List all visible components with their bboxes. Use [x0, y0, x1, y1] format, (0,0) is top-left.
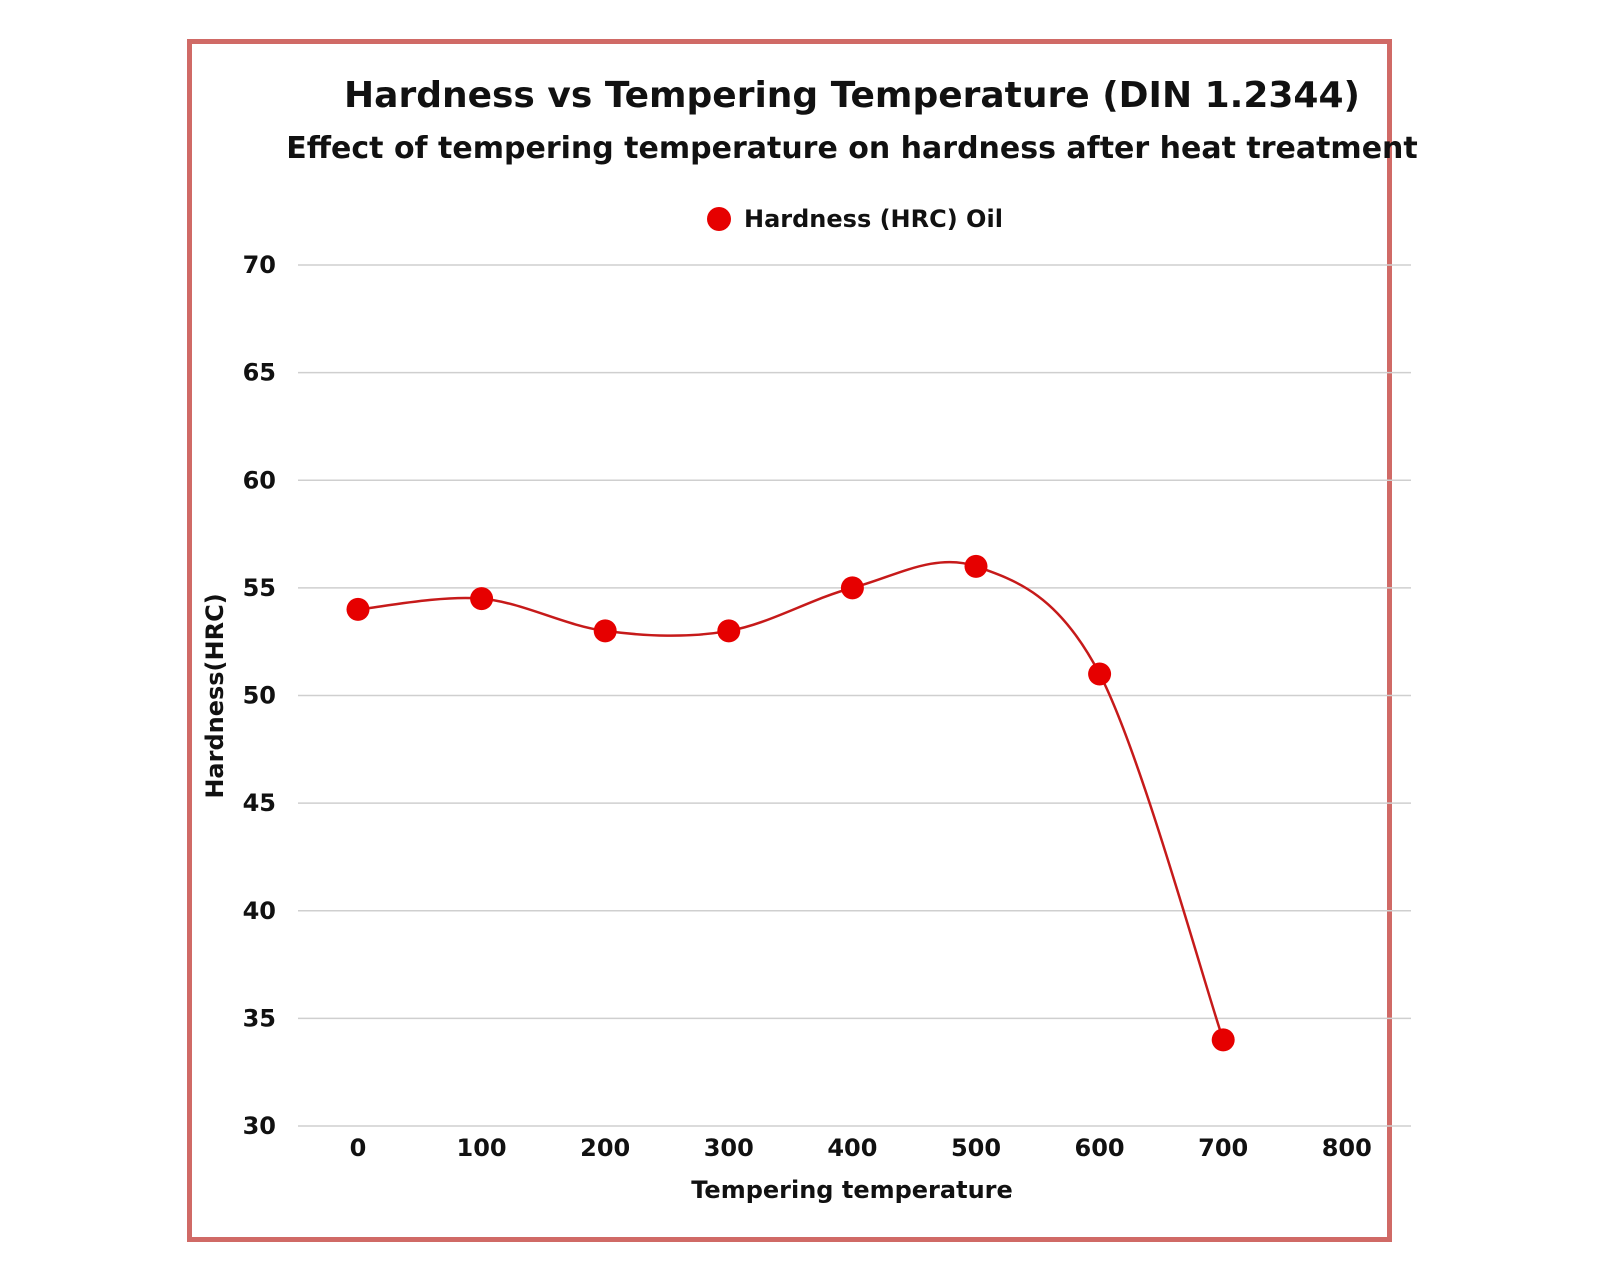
x-tick-label: 100: [457, 1134, 507, 1162]
data-point-0: [346, 597, 370, 621]
y-tick-label: 40: [243, 897, 276, 925]
x-axis-title: Tempering temperature: [691, 1176, 1013, 1204]
y-tick-label: 65: [243, 359, 276, 387]
y-tick-label: 60: [243, 466, 276, 494]
x-tick-label: 600: [1075, 1134, 1125, 1162]
data-point-100: [470, 587, 494, 611]
legend-marker: [707, 207, 731, 231]
gridlines: [298, 264, 1411, 1127]
chart-frame: [187, 39, 1392, 1242]
y-tick-label: 35: [243, 1004, 276, 1032]
legend: Hardness (HRC) Oil: [707, 205, 1003, 233]
y-axis-ticks: 30 35 40 45 50 55 60 65 70: [243, 251, 276, 1140]
y-tick-label: 50: [243, 682, 276, 710]
legend-label: Hardness (HRC) Oil: [744, 205, 1003, 233]
data-point-400: [840, 576, 864, 600]
y-tick-label: 70: [243, 251, 276, 279]
y-tick-label: 45: [243, 789, 276, 817]
x-tick-label: 700: [1198, 1134, 1248, 1162]
y-tick-label: 30: [243, 1112, 276, 1140]
data-point-200: [593, 619, 617, 643]
x-tick-label: 300: [704, 1134, 754, 1162]
x-tick-label: 800: [1322, 1134, 1372, 1162]
data-points: [346, 554, 1235, 1052]
x-axis-ticks: 0 100 200 300 400 500 600 700 800: [350, 1134, 1372, 1162]
data-point-600: [1088, 662, 1112, 686]
data-point-500: [964, 554, 988, 578]
data-point-300: [717, 619, 741, 643]
y-axis-title: Hardness(HRC): [201, 593, 229, 798]
x-tick-label: 500: [951, 1134, 1001, 1162]
series-line: [357, 560, 1225, 1041]
x-tick-label: 400: [827, 1134, 877, 1162]
data-point-700: [1211, 1028, 1235, 1052]
chart-title: Hardness vs Tempering Temperature (DIN 1…: [344, 75, 1360, 116]
chart-subtitle: Effect of tempering temperature on hardn…: [286, 131, 1418, 166]
x-tick-label: 200: [580, 1134, 630, 1162]
x-tick-label: 0: [350, 1134, 367, 1162]
y-tick-label: 55: [243, 574, 276, 602]
